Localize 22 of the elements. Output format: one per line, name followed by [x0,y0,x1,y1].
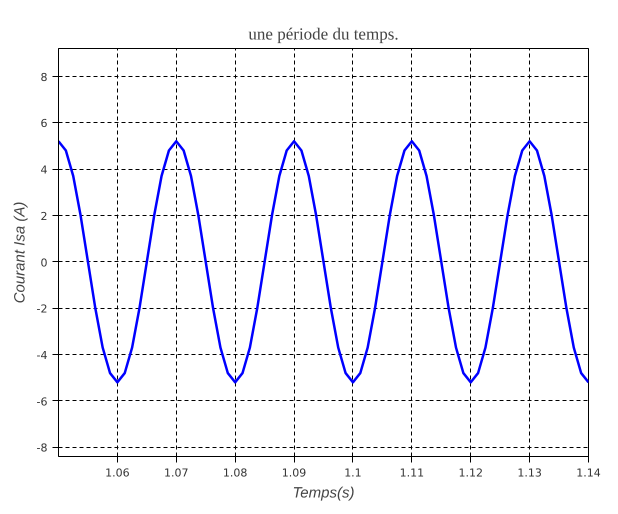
y-tick-label: -2 [36,302,48,316]
x-tick-label: 1.11 [400,466,424,480]
y-tick-label: 4 [40,164,48,177]
x-axis-title: Temps(s) [292,484,354,502]
chart-title: une période du temps. [248,24,399,44]
x-tick-label: 1.14 [576,466,601,480]
x-tick-label: 1.13 [517,466,542,480]
y-tick-label: 2 [40,210,48,223]
x-tick-label: 1.1 [344,466,362,480]
x-tick-label: 1.08 [222,466,248,480]
y-axis-title: Courant Isa (A) [12,202,29,304]
x-tick-label: 1.12 [458,466,483,480]
y-tick-label: 8 [40,70,48,84]
line-series [58,140,588,384]
y-tick-label: 6 [40,117,48,130]
y-tick-label: 0 [40,256,48,270]
x-tick-label: 1.06 [105,466,130,480]
x-tick-label: 1.09 [282,466,306,480]
y-tick-label: -6 [36,395,48,408]
y-tick-label: -4 [36,349,48,362]
x-tick-label: 1.07 [164,466,189,480]
y-tick-label: -8 [36,442,48,455]
